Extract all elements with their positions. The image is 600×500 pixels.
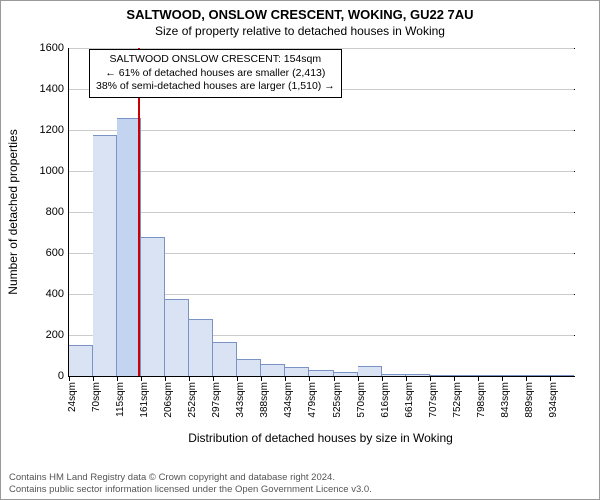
x-tick-label: 843sqm [500, 346, 511, 382]
histogram-bar [454, 375, 478, 376]
x-tick-label: 525sqm [332, 346, 343, 382]
histogram-bar [550, 375, 574, 376]
x-axis-label: Distribution of detached houses by size … [68, 431, 573, 445]
chart-subtitle: Size of property relative to detached ho… [1, 24, 599, 38]
histogram-bar [141, 237, 165, 376]
histogram-bar [261, 364, 285, 376]
footer-line-1: Contains HM Land Registry data © Crown c… [9, 472, 591, 483]
footer-attribution: Contains HM Land Registry data © Crown c… [9, 472, 591, 495]
histogram-bar [309, 370, 333, 376]
y-tick-label: 800 [46, 206, 69, 218]
annotation-line-3: 38% of semi-detached houses are larger (… [96, 80, 335, 94]
gridline [69, 130, 574, 131]
y-tick-label: 1400 [40, 83, 69, 95]
histogram-bar [69, 345, 93, 376]
annotation-line-1: SALTWOOD ONSLOW CRESCENT: 154sqm [96, 53, 335, 67]
y-tick-label: 600 [46, 247, 69, 259]
chart-title: SALTWOOD, ONSLOW CRESCENT, WOKING, GU22 … [1, 7, 599, 22]
histogram-bar [406, 374, 430, 376]
x-tick-label: 570sqm [356, 346, 367, 382]
x-tick-label: 707sqm [428, 346, 439, 382]
histogram-bar [285, 367, 309, 376]
gridline [69, 171, 574, 172]
footer-line-2: Contains public sector information licen… [9, 484, 591, 495]
x-tick-label: 479sqm [307, 346, 318, 382]
x-tick-label: 889sqm [524, 346, 535, 382]
histogram-bar [430, 375, 454, 376]
x-tick-label: 661sqm [404, 346, 415, 382]
histogram-bar [189, 319, 213, 376]
histogram-bar [358, 366, 382, 376]
y-tick-label: 400 [46, 288, 69, 300]
y-axis-label: Number of detached properties [6, 129, 20, 294]
histogram-bar [165, 299, 189, 376]
gridline [69, 212, 574, 213]
y-tick-label: 200 [46, 329, 69, 341]
histogram-bar [93, 135, 117, 376]
x-tick-label: 934sqm [548, 346, 559, 382]
chart-container: SALTWOOD, ONSLOW CRESCENT, WOKING, GU22 … [0, 0, 600, 500]
x-tick-label: 798sqm [476, 346, 487, 382]
histogram-bar [213, 342, 237, 376]
histogram-bar [334, 372, 358, 377]
y-tick-label: 1000 [40, 165, 69, 177]
histogram-bar [526, 375, 550, 376]
x-tick-label: 752sqm [452, 346, 463, 382]
histogram-bar [382, 374, 406, 376]
histogram-bar [502, 375, 526, 376]
y-tick-label: 1600 [40, 42, 69, 54]
annotation-box: SALTWOOD ONSLOW CRESCENT: 154sqm ← 61% o… [89, 49, 342, 98]
histogram-bar [237, 359, 261, 376]
annotation-line-2: ← 61% of detached houses are smaller (2,… [96, 67, 335, 81]
x-tick-label: 616sqm [380, 346, 391, 382]
y-tick-label: 1200 [40, 124, 69, 136]
histogram-bar [478, 375, 502, 376]
